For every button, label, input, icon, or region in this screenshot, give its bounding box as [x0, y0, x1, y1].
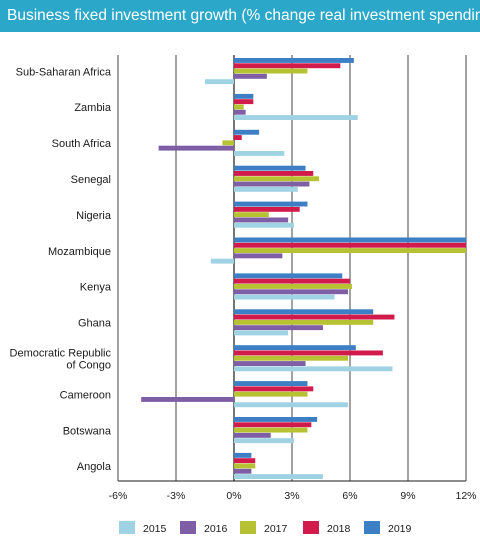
bar [234, 319, 374, 325]
bar [234, 181, 310, 187]
legend-label: 2017 [264, 523, 288, 535]
x-tick-label: 9% [400, 490, 415, 502]
bar [234, 314, 395, 320]
category-label: Sub-Saharan Africa [16, 66, 112, 78]
bar [234, 93, 254, 99]
bar [234, 309, 374, 315]
bar [234, 422, 312, 428]
bar [234, 468, 252, 474]
bar [234, 248, 466, 253]
bar [234, 151, 285, 156]
category-label: Ghana [78, 318, 112, 330]
bar [234, 458, 256, 464]
bar [234, 73, 267, 79]
bar [141, 397, 234, 402]
x-tick-label: 6% [342, 490, 357, 502]
bar [234, 278, 350, 284]
category-label: Nigeria [76, 210, 112, 222]
bar [234, 355, 349, 361]
bar [234, 289, 349, 295]
bar [234, 452, 252, 458]
bar [234, 345, 356, 351]
legend-swatch [364, 521, 380, 534]
bar [234, 242, 466, 248]
bar [234, 109, 246, 115]
bar [234, 417, 318, 422]
category-label: of Congo [66, 359, 111, 371]
x-tick-label: -6% [109, 490, 128, 502]
bar [210, 258, 234, 264]
category-label: Democratic Republic [10, 347, 112, 359]
x-tick-label: 0% [226, 490, 241, 502]
category-label: Senegal [71, 174, 111, 186]
bar [234, 186, 298, 192]
bar [158, 145, 234, 151]
category-label: Kenya [80, 282, 112, 294]
bar [234, 284, 352, 289]
bar [234, 237, 466, 243]
legend-label: 2019 [388, 523, 412, 535]
bar [222, 140, 234, 146]
bar [234, 58, 354, 63]
bar [234, 463, 256, 469]
bar [234, 171, 314, 176]
x-tick-label: -3% [167, 490, 186, 502]
bar [234, 386, 314, 392]
bar [234, 129, 260, 135]
bar [234, 330, 289, 336]
bar [234, 68, 308, 74]
bar [234, 381, 308, 386]
bar [234, 350, 383, 356]
bar [234, 273, 343, 279]
bar [234, 438, 294, 444]
chart-title: Business fixed investment growth (% chan… [0, 0, 480, 32]
bar [234, 253, 283, 259]
bar [234, 325, 323, 331]
bar [234, 176, 320, 182]
bar [234, 391, 308, 397]
bar [234, 402, 349, 408]
legend-swatch [180, 521, 196, 534]
legend-label: 2018 [327, 523, 351, 535]
x-tick-label: 12% [455, 490, 476, 502]
legend-swatch [303, 521, 319, 534]
bar [234, 104, 244, 110]
bar [234, 294, 335, 300]
bar [234, 201, 308, 207]
category-label: South Africa [52, 138, 112, 150]
legend-label: 2015 [143, 523, 167, 535]
category-label: Angola [77, 461, 112, 473]
category-label: Mozambique [48, 246, 111, 258]
bar [234, 165, 306, 171]
bar [234, 115, 358, 120]
x-tick-label: 3% [284, 490, 299, 502]
bar [234, 99, 254, 105]
bar [234, 427, 308, 433]
category-label: Cameroon [60, 389, 111, 401]
legend-swatch [119, 521, 135, 534]
bar [234, 366, 393, 372]
bar [234, 135, 242, 140]
bar [234, 217, 289, 223]
bar [234, 222, 294, 228]
bar [234, 361, 306, 366]
bar [234, 206, 300, 212]
bar [205, 79, 234, 85]
bar [234, 63, 341, 69]
legend-swatch [240, 521, 256, 534]
bar [234, 432, 271, 438]
category-label: Zambia [74, 102, 112, 114]
category-label: Botswana [63, 425, 112, 437]
bar [234, 212, 269, 218]
bar [234, 474, 323, 479]
legend-label: 2016 [204, 523, 228, 535]
